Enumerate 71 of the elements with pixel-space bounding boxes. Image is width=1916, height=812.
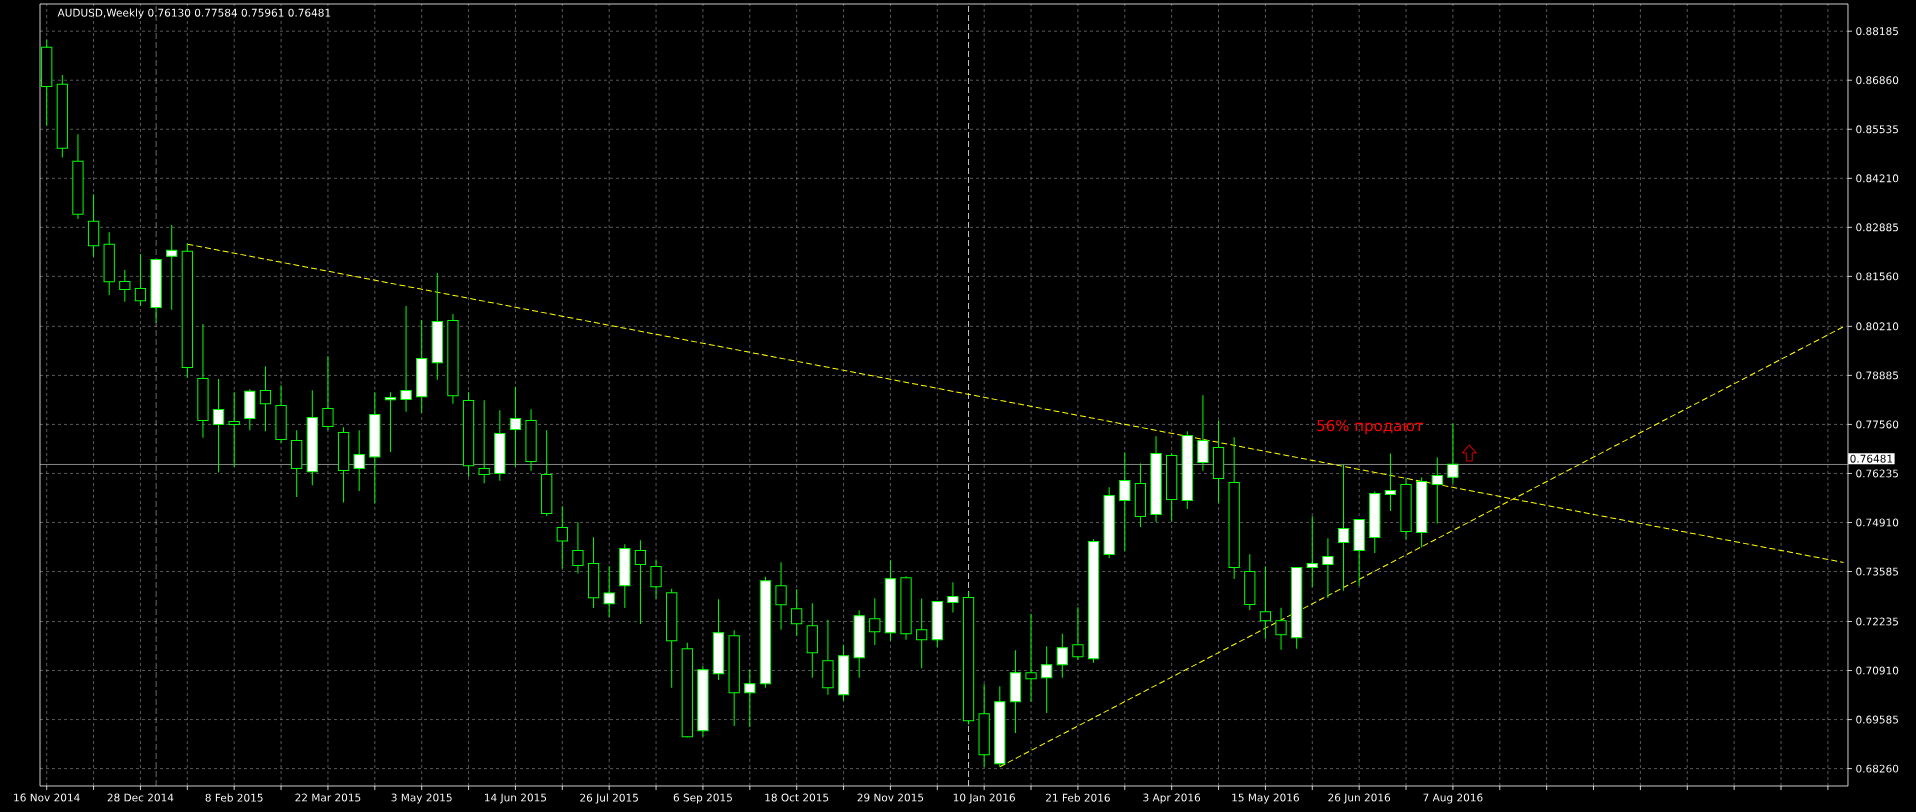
y-tick-label: 0.77560 xyxy=(1856,420,1899,429)
candlestick xyxy=(791,588,803,637)
ref-line-label: 0.76481 xyxy=(1850,454,1893,463)
candlestick xyxy=(603,565,615,618)
candlestick xyxy=(650,559,662,600)
candlestick xyxy=(1056,633,1068,679)
x-tick-label: 16 Nov 2014 xyxy=(14,793,80,802)
candlestick xyxy=(1275,607,1287,651)
y-tick-label: 0.69585 xyxy=(1856,715,1898,724)
x-tick-label: 21 Feb 2016 xyxy=(1046,793,1110,802)
x-tick-label: 26 Jul 2015 xyxy=(580,793,638,804)
candlestick xyxy=(212,378,225,474)
x-tick-label: 10 Jan 2016 xyxy=(953,793,1015,804)
candlestick xyxy=(259,365,272,432)
y-tick-label: 0.85535 xyxy=(1856,125,1898,134)
candlestick xyxy=(572,521,584,575)
candlestick xyxy=(1306,515,1318,588)
candlestick xyxy=(1197,394,1209,472)
candlestick xyxy=(1447,423,1459,485)
candlestick xyxy=(947,581,959,614)
x-tick-label: 22 Mar 2015 xyxy=(295,793,361,802)
y-tick-label: 0.78885 xyxy=(1856,371,1898,380)
candlestick xyxy=(1384,453,1397,512)
candlestick xyxy=(478,399,490,484)
annotation: 56% продают xyxy=(1317,419,1424,435)
x-tick-label: 26 Jun 2016 xyxy=(1328,793,1391,804)
candlestick xyxy=(509,386,522,468)
x-tick-label: 7 Aug 2016 xyxy=(1423,793,1483,804)
x-tick-label: 3 Apr 2016 xyxy=(1143,793,1201,804)
y-tick-label: 0.76235 xyxy=(1856,469,1898,478)
x-tick-label: 6 Sep 2015 xyxy=(673,793,732,804)
candlestick xyxy=(1337,464,1350,592)
x-tick-label: 18 Oct 2015 xyxy=(765,793,829,802)
y-tick-label: 0.70910 xyxy=(1856,666,1899,675)
y-tick-label: 0.84210 xyxy=(1856,174,1899,183)
candlestick xyxy=(1025,613,1037,703)
y-tick-label: 0.88185 xyxy=(1856,27,1898,36)
candlestick xyxy=(634,539,647,625)
candlestick xyxy=(400,305,412,413)
y-tick-label: 0.73585 xyxy=(1856,567,1898,576)
x-tick-label: 8 Feb 2015 xyxy=(205,793,263,802)
y-tick-label: 0.80210 xyxy=(1856,322,1899,331)
candlestick xyxy=(353,429,365,492)
y-tick-label: 0.68260 xyxy=(1856,764,1899,773)
candlestick xyxy=(1119,452,1131,552)
x-tick-label: 28 Dec 2014 xyxy=(107,793,174,802)
candlestick xyxy=(228,391,240,468)
x-tick-label: 3 May 2015 xyxy=(391,793,452,804)
y-tick-label: 0.81560 xyxy=(1856,272,1899,281)
candlestick xyxy=(744,669,756,728)
candlestick xyxy=(1072,606,1084,661)
y-tick-label: 0.74910 xyxy=(1856,518,1899,527)
candlestick xyxy=(1322,537,1334,599)
candlestick xyxy=(134,253,147,307)
candlestick xyxy=(1431,457,1443,525)
y-tick-label: 0.72235 xyxy=(1856,617,1898,626)
candlestick xyxy=(869,597,881,646)
chart-title: AUDUSD,Weekly 0.76130 0.77584 0.75961 0.76481 xyxy=(57,8,331,19)
candlestick xyxy=(916,598,928,669)
candlestick xyxy=(775,561,787,631)
x-tick-label: 29 Nov 2015 xyxy=(857,793,924,802)
y-tick-label: 0.82885 xyxy=(1856,223,1898,232)
candlestick xyxy=(1259,566,1272,640)
x-tick-label: 14 Jun 2015 xyxy=(485,793,547,804)
candlestick xyxy=(1041,645,1053,714)
candlestick xyxy=(166,224,178,311)
candlestick xyxy=(119,269,131,303)
candlestick xyxy=(322,355,334,431)
y-tick-label: 0.86860 xyxy=(1856,76,1899,85)
x-tick-label: 15 May 2016 xyxy=(1232,793,1299,804)
candlestick xyxy=(556,505,568,570)
